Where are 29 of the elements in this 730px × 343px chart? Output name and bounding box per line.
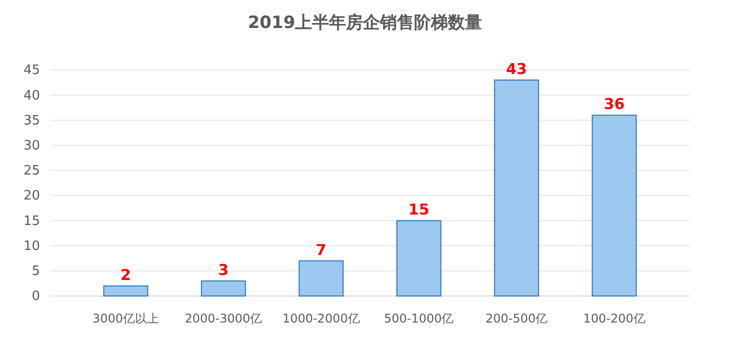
bar: [298, 260, 344, 296]
y-tick-label: 10: [23, 238, 40, 254]
bar: [592, 114, 637, 296]
bar: [494, 80, 540, 296]
x-tick-label: 500-1000亿: [384, 312, 454, 326]
data-label: 3: [218, 260, 229, 279]
x-tick-label: 1000-2000亿: [282, 312, 360, 326]
y-tick-label: 35: [23, 113, 40, 128]
x-tick-label: 200-500亿: [485, 312, 548, 326]
bar: [396, 220, 442, 296]
data-label: 36: [604, 95, 625, 114]
y-tick-label: 30: [23, 138, 40, 154]
chart-title: 2019上半年房企销售阶梯数量: [248, 13, 482, 33]
x-tick-label: 100-200亿: [583, 312, 646, 326]
bar: [103, 285, 148, 296]
x-tick-label: 2000-3000亿: [184, 312, 262, 326]
y-tick-label: 15: [23, 214, 40, 229]
data-label: 2: [120, 266, 131, 284]
y-tick-label: 0: [32, 289, 40, 304]
data-label: 7: [316, 240, 326, 259]
y-tick-label: 40: [23, 88, 40, 104]
data-label: 15: [408, 200, 430, 219]
bar: [200, 280, 246, 296]
y-tick-label: 25: [23, 164, 40, 179]
x-tick-label: 3000亿以上: [92, 312, 159, 326]
y-tick-label: 5: [32, 264, 40, 280]
data-label: 43: [506, 60, 527, 78]
y-tick-label: 45: [23, 63, 40, 78]
y-tick-label: 20: [23, 188, 40, 204]
